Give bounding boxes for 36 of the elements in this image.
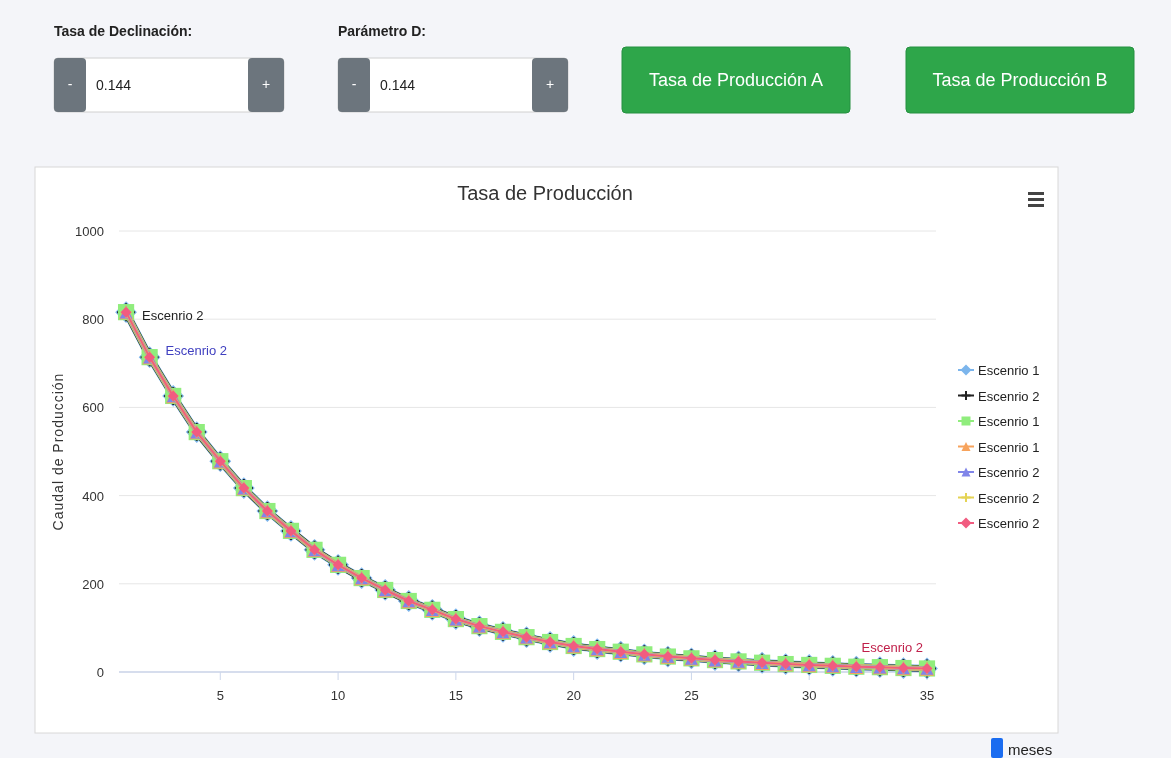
plus-button: +: [532, 58, 568, 112]
text: meses: [1008, 741, 1053, 758]
legend-label: Escenrio 1: [978, 414, 1040, 429]
legend-label: Escenrio 1: [978, 363, 1040, 378]
y-tick-label: 200: [82, 576, 104, 592]
x-tick-label: 25: [684, 688, 699, 703]
y-tick-label: 600: [82, 400, 104, 416]
button: Tasa de Producción A: [621, 46, 851, 114]
x-tick-label: 30: [801, 688, 817, 703]
y-axis-title: Caudal de Producción: [50, 372, 66, 531]
legend-label: Escenrio 2: [978, 465, 1040, 480]
text: 0.144: [380, 77, 416, 93]
text: 0.144: [96, 77, 132, 93]
legend-label: Escenrio 1: [978, 439, 1040, 455]
minus-button: -: [54, 58, 86, 112]
annotation: Escenrio 2: [142, 308, 204, 324]
text: Tasa de Declinación:: [54, 23, 193, 39]
plus-button: +: [248, 58, 284, 112]
x-tick-label: 10: [330, 688, 346, 703]
legend-label: Escenrio 2: [978, 516, 1040, 531]
y-tick-label: 0: [96, 665, 104, 680]
text: Parámetro D:: [338, 23, 426, 39]
annotation: Escenrio 2: [165, 343, 228, 359]
y-tick-label: 1000: [75, 224, 104, 239]
x-tick-label: 20: [566, 688, 581, 703]
x-tick-label: 5: [216, 688, 224, 703]
y-tick-label: 400: [82, 488, 104, 504]
x-tick-label: 35: [919, 688, 935, 703]
legend-label: Escenrio 2: [978, 490, 1040, 506]
legend-label: Escenrio 2: [978, 388, 1040, 404]
annotation: Escenrio 2: [861, 640, 923, 656]
minus-button: -: [338, 58, 370, 112]
x-tick-label: 15: [448, 688, 464, 703]
chart-title: Tasa de Producción: [457, 182, 633, 204]
y-tick-label: 800: [82, 312, 104, 328]
button: Tasa de Producción B: [905, 46, 1135, 114]
